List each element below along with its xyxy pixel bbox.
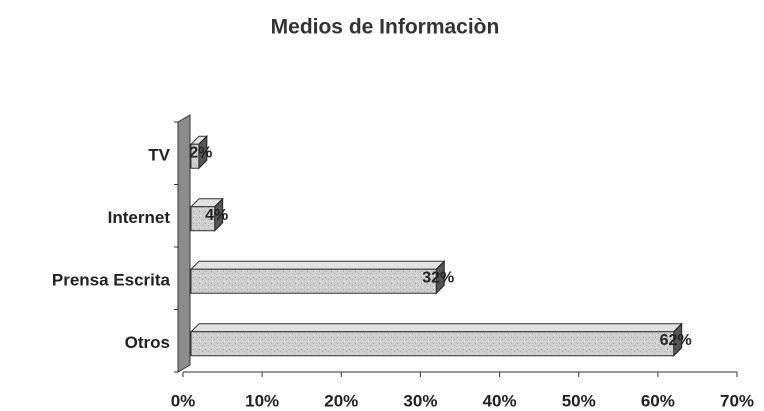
x-tick-label: 70% bbox=[720, 391, 754, 410]
bar-top bbox=[189, 260, 446, 270]
y-tick-label: Prensa Escrita bbox=[52, 271, 171, 290]
value-label: 2% bbox=[189, 144, 212, 161]
x-tick-label: 0% bbox=[171, 391, 196, 410]
bar-top bbox=[189, 323, 683, 333]
x-tick-label: 50% bbox=[562, 391, 596, 410]
chart-title: Medios de Informaciòn bbox=[271, 16, 500, 39]
bar bbox=[190, 331, 675, 357]
y-tick-label: TV bbox=[148, 146, 170, 165]
x-tick-label: 40% bbox=[483, 391, 517, 410]
bar bbox=[190, 268, 437, 294]
axis-wall bbox=[177, 114, 191, 373]
value-label: 4% bbox=[205, 207, 228, 224]
x-tick-label: 30% bbox=[403, 391, 437, 410]
bar bbox=[190, 206, 216, 232]
x-tick-label: 20% bbox=[324, 391, 358, 410]
y-tick-label: Otros bbox=[125, 333, 170, 352]
bar bbox=[190, 143, 200, 169]
value-label: 62% bbox=[660, 332, 692, 349]
value-label: 32% bbox=[422, 269, 454, 286]
x-tick-label: 10% bbox=[245, 391, 279, 410]
y-tick-label: Internet bbox=[108, 208, 171, 227]
x-tick-label: 60% bbox=[641, 391, 675, 410]
